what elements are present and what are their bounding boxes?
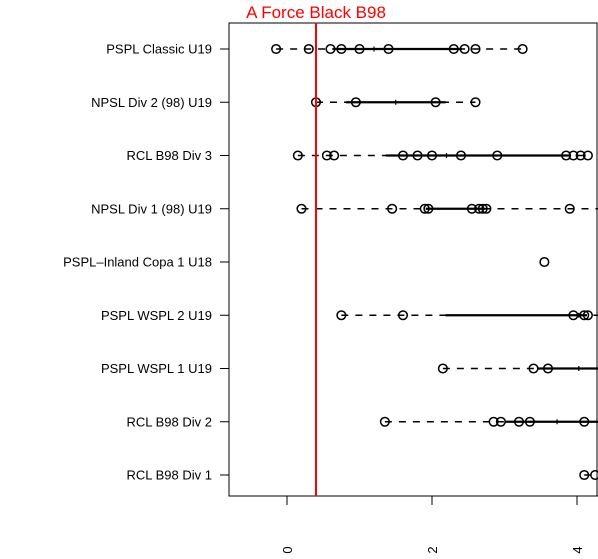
- data-point: [336, 43, 347, 55]
- data-point: [470, 97, 481, 108]
- x-axis: 02468: [280, 495, 598, 554]
- data-point: [474, 203, 485, 214]
- box-group: [336, 310, 598, 321]
- data-point: [575, 150, 586, 161]
- data-point: [419, 203, 430, 214]
- box-group: [310, 97, 481, 108]
- data-point: [430, 97, 441, 108]
- box-group: [271, 43, 528, 55]
- box-groups: [271, 43, 598, 481]
- x-tick-label: 2: [425, 546, 440, 553]
- y-tick-label: RCL B98 Div 2: [127, 414, 213, 429]
- data-point: [561, 150, 572, 161]
- data-point: [579, 310, 590, 321]
- data-point: [470, 43, 481, 55]
- data-point: [292, 150, 303, 161]
- x-tick-label: 4: [570, 546, 585, 553]
- data-point: [542, 363, 554, 374]
- data-point: [466, 203, 477, 214]
- data-point: [477, 203, 488, 214]
- data-point: [423, 203, 434, 214]
- data-point: [568, 310, 579, 321]
- data-point: [321, 150, 332, 161]
- data-point: [271, 43, 282, 55]
- y-tick-label: PSPL WSPL 1 U19: [101, 361, 212, 376]
- data-point: [528, 363, 539, 374]
- data-point: [513, 416, 525, 427]
- box-group: [379, 416, 598, 427]
- x-tick-label: 0: [280, 546, 295, 553]
- data-point: [397, 150, 409, 161]
- data-point: [579, 469, 590, 481]
- data-point: [397, 310, 409, 321]
- data-point: [590, 469, 598, 481]
- data-point: [412, 150, 423, 161]
- y-tick-label: RCL B98 Div 3: [127, 148, 213, 163]
- data-point: [492, 150, 503, 161]
- y-tick-label: PSPL WSPL 2 U19: [101, 308, 212, 323]
- y-tick-label: NPSL Div 1 (98) U19: [91, 201, 212, 216]
- data-point: [488, 416, 499, 427]
- data-point: [564, 203, 575, 214]
- data-point: [329, 150, 340, 161]
- y-tick-label: RCL B98 Div 1: [127, 468, 213, 483]
- y-tick-label: PSPL–Inland Copa 1 U18: [63, 255, 212, 270]
- data-point: [387, 203, 398, 214]
- box-group: [292, 150, 593, 161]
- data-point: [325, 43, 336, 55]
- data-point: [354, 43, 365, 55]
- y-tick-label: NPSL Div 2 (98) U19: [91, 95, 212, 110]
- data-point: [582, 310, 593, 321]
- data-point: [383, 43, 394, 55]
- data-point: [448, 43, 459, 55]
- box-group: [579, 469, 598, 481]
- data-point: [426, 150, 438, 161]
- box-group: [296, 203, 598, 214]
- data-point: [539, 256, 550, 268]
- box-group: [539, 256, 550, 268]
- data-point: [459, 43, 470, 55]
- data-point: [296, 203, 307, 214]
- data-point: [379, 416, 390, 427]
- box-group: [437, 363, 598, 374]
- data-point: [524, 416, 535, 427]
- data-point: [579, 416, 590, 427]
- data-point: [517, 43, 528, 55]
- y-tick-label: PSPL Classic U19: [106, 42, 212, 57]
- reference-line-label: A Force Black B98: [246, 3, 386, 22]
- data-point: [455, 150, 467, 161]
- data-point: [336, 310, 347, 321]
- data-point: [568, 150, 579, 161]
- data-point: [303, 43, 314, 55]
- data-point: [582, 150, 593, 161]
- data-point: [481, 203, 492, 214]
- data-point: [437, 363, 448, 374]
- data-point: [495, 416, 506, 427]
- data-point: [350, 97, 361, 108]
- y-axis: PSPL Classic U19 NPSL Div 2 (98) U19 RCL B…: [63, 42, 230, 483]
